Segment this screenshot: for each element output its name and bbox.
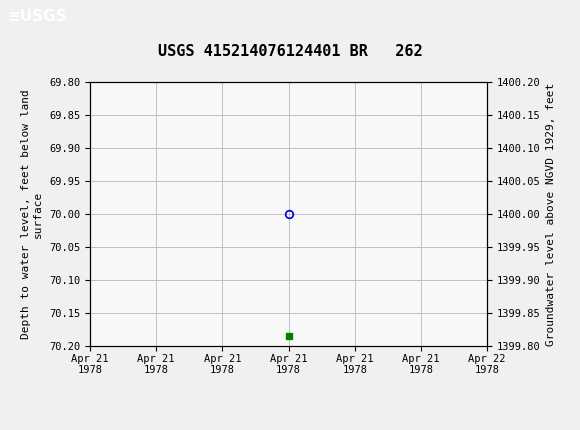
- Text: ≡USGS: ≡USGS: [7, 9, 67, 24]
- Y-axis label: Groundwater level above NGVD 1929, feet: Groundwater level above NGVD 1929, feet: [546, 82, 556, 346]
- Y-axis label: Depth to water level, feet below land
surface: Depth to water level, feet below land su…: [21, 89, 44, 339]
- Text: USGS 415214076124401 BR   262: USGS 415214076124401 BR 262: [158, 44, 422, 59]
